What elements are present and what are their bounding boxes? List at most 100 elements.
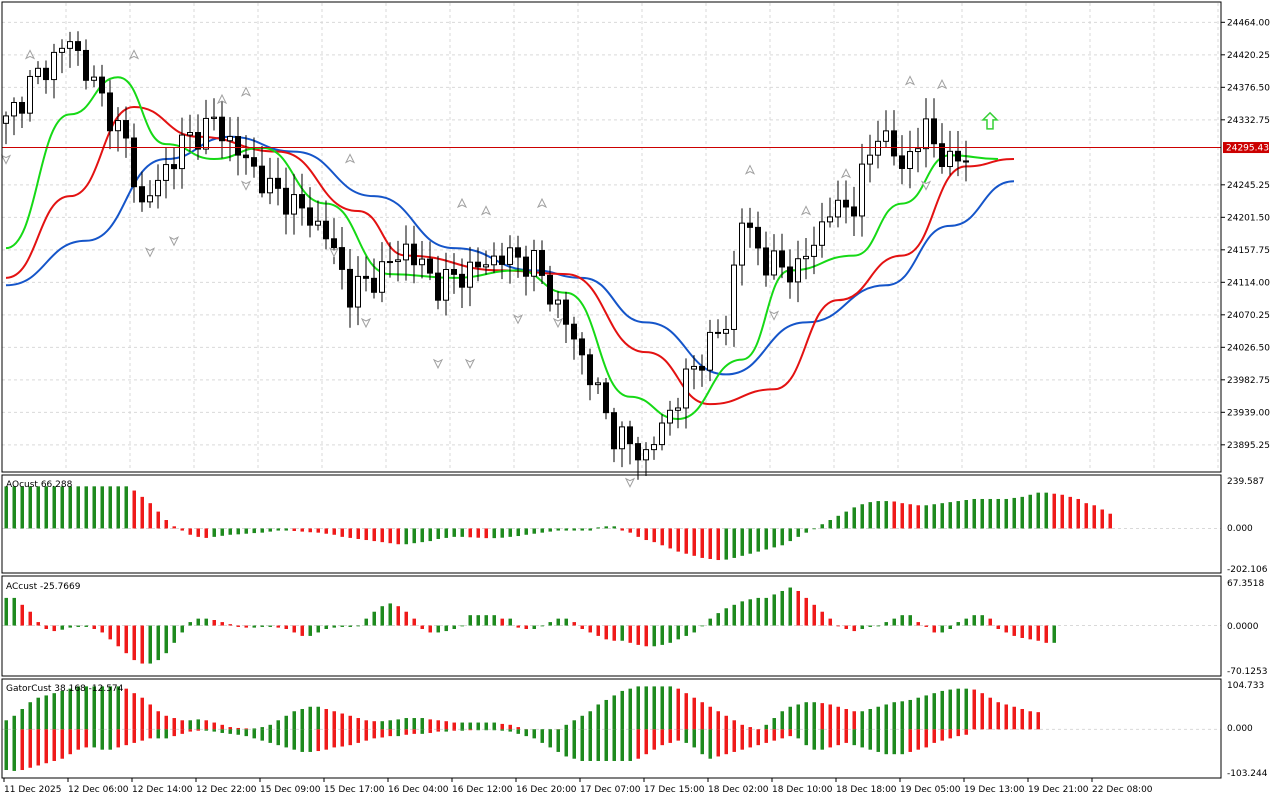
candle-body-bear <box>563 299 569 325</box>
candle <box>131 123 137 203</box>
candle-body-bear <box>459 273 465 288</box>
candle-body-bear <box>435 272 441 301</box>
gator-bar <box>132 693 136 730</box>
time-tick-label: 11 Dec 2025 <box>4 785 62 795</box>
gator-bar <box>492 729 496 731</box>
candle-body-bear <box>123 120 129 139</box>
price-panel[interactable]: 24464.00 24420.25 24376.50 24332.75 24245.25… <box>0 1 1270 488</box>
ao-bar <box>724 528 728 560</box>
ao-bar <box>844 511 848 529</box>
ac-bar <box>748 599 752 626</box>
candle-body-bull <box>923 118 929 150</box>
price-tick-label: 24201.50 <box>1227 213 1270 223</box>
ac-bar <box>1052 625 1056 643</box>
ac-bar <box>92 625 96 629</box>
gator-bar <box>324 729 328 750</box>
ac-panel[interactable]: ACcust -25.7669 67.3518 0.0000 -70.1253 <box>1 575 1267 677</box>
ac-panel-frame <box>1 575 1222 677</box>
ac-bar <box>1004 625 1008 633</box>
fractal-up-icon <box>840 168 852 179</box>
candle <box>91 65 97 88</box>
gator-bar <box>588 729 592 761</box>
candle-body-bear <box>515 247 521 258</box>
gator-bar <box>156 711 160 730</box>
gator-bar <box>420 729 424 734</box>
ao-tick-top: 239.587 <box>1227 477 1264 487</box>
gator-bar <box>468 722 472 730</box>
gator-panel[interactable]: GatorCust 38.168 -12.574 104.733 0.000 -… <box>1 678 1268 779</box>
ao-bar <box>364 528 368 541</box>
candle <box>203 99 209 155</box>
ao-bar <box>284 528 288 531</box>
ac-bar <box>916 622 920 626</box>
ac-bar <box>588 625 592 633</box>
ao-histogram <box>2 486 1221 561</box>
ac-bar <box>428 625 432 633</box>
ac-bar <box>892 618 896 626</box>
ao-bar <box>140 496 144 529</box>
ac-bar <box>676 625 680 640</box>
candle <box>691 355 697 390</box>
candle <box>531 239 537 292</box>
gator-bar <box>524 729 528 737</box>
candle <box>323 200 329 250</box>
ac-bar <box>444 625 448 632</box>
ao-bar <box>292 528 296 531</box>
ao-bar <box>716 528 720 561</box>
ao-bar <box>308 528 312 533</box>
gator-bar <box>356 718 360 730</box>
fractal-up-icon <box>456 197 468 209</box>
ac-bar <box>524 625 528 629</box>
ao-bar <box>532 528 536 534</box>
gator-bar <box>1020 708 1024 730</box>
ao-bar <box>972 498 976 529</box>
ac-bar <box>508 618 512 626</box>
candle <box>675 397 681 429</box>
gator-bar <box>44 695 48 730</box>
ao-bar <box>540 528 544 533</box>
gator-bar <box>860 711 864 730</box>
candle <box>875 120 881 169</box>
gator-bar <box>684 729 688 743</box>
gator-bar <box>916 729 920 750</box>
gator-bar <box>956 688 960 730</box>
ac-bar <box>924 625 928 627</box>
gator-bar <box>356 729 360 743</box>
gator-bar <box>924 695 928 730</box>
candle <box>467 246 473 307</box>
candle <box>523 245 529 296</box>
candle-body-bear <box>891 130 897 157</box>
ac-bar <box>860 625 864 629</box>
time-tick-label: 16 Dec 04:00 <box>388 785 449 795</box>
gator-histogram <box>2 686 1221 771</box>
candle-body-bear <box>779 250 785 268</box>
gator-bar <box>4 729 8 771</box>
ao-bar <box>172 526 176 529</box>
fractal-down-icon <box>360 317 372 329</box>
ao-panel[interactable]: AOcust 66.288 239.587 0.000 -202.106 <box>1 474 1268 575</box>
candle <box>563 291 569 343</box>
candle-body-bear <box>699 365 705 371</box>
gator-bar <box>388 720 392 730</box>
ac-bar <box>436 625 440 633</box>
ac-bar <box>844 625 848 629</box>
gator-bar <box>732 729 736 752</box>
ac-bar <box>1020 625 1024 638</box>
gator-bar <box>772 729 776 741</box>
ao-bar <box>300 528 304 532</box>
ao-bar <box>980 498 984 529</box>
ao-bar <box>684 528 688 554</box>
price-tick-label: 24332.75 <box>1227 116 1270 126</box>
time-axis: 11 Dec 2025 12 Dec 06:00 12 Dec 14:00 12 De… <box>3 778 1153 795</box>
gator-bar <box>316 729 320 752</box>
candle-body-bear <box>843 199 849 208</box>
gator-bar <box>188 720 192 730</box>
ac-bar <box>412 618 416 626</box>
gator-bar <box>236 727 240 730</box>
ac-bar <box>60 625 64 630</box>
gator-bar <box>972 689 976 730</box>
gator-bar <box>516 729 520 734</box>
candle <box>483 250 489 275</box>
gator-bar <box>772 718 776 730</box>
